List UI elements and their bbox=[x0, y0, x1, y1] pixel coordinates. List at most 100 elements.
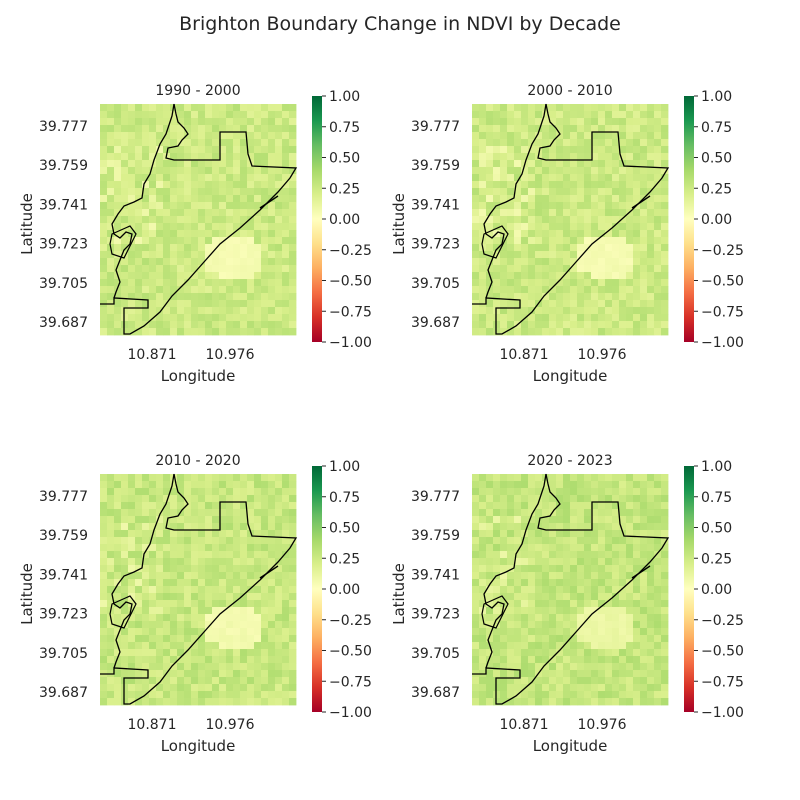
heatmap-cell bbox=[261, 642, 269, 650]
heatmap-cell bbox=[289, 607, 297, 615]
heatmap-cell bbox=[226, 307, 234, 315]
heatmap-cell bbox=[591, 537, 599, 545]
heatmap-cell bbox=[556, 663, 564, 671]
heatmap-cell bbox=[521, 663, 529, 671]
heatmap-cell bbox=[591, 328, 599, 336]
heatmap-cell bbox=[135, 160, 143, 168]
heatmap-cell bbox=[486, 565, 494, 573]
heatmap-cell bbox=[107, 509, 115, 517]
heatmap-cell bbox=[289, 670, 297, 678]
heatmap-cell bbox=[563, 181, 571, 189]
heatmap-cell bbox=[626, 237, 634, 245]
heatmap-cell bbox=[640, 488, 648, 496]
heatmap-cell bbox=[205, 593, 213, 601]
heatmap-cell bbox=[184, 523, 192, 531]
heatmap-cell bbox=[528, 551, 536, 559]
heatmap-cell bbox=[479, 635, 487, 643]
heatmap-cell bbox=[240, 125, 248, 133]
heatmap-cell bbox=[142, 495, 150, 503]
heatmap-cell bbox=[128, 628, 136, 636]
heatmap-cell bbox=[268, 607, 276, 615]
heatmap-cell bbox=[268, 495, 276, 503]
heatmap-cell bbox=[640, 691, 648, 699]
heatmap-cell bbox=[135, 265, 143, 273]
heatmap-cell bbox=[577, 209, 585, 217]
heatmap-cell bbox=[591, 293, 599, 301]
heatmap-cell bbox=[479, 146, 487, 154]
heatmap-cell bbox=[528, 691, 536, 699]
heatmap-cell bbox=[156, 607, 164, 615]
heatmap-cell bbox=[654, 558, 662, 566]
heatmap-cell bbox=[507, 195, 515, 203]
heatmap-cell bbox=[156, 272, 164, 280]
heatmap-cell bbox=[275, 523, 283, 531]
heatmap-cell bbox=[605, 286, 613, 294]
heatmap-cell bbox=[514, 621, 522, 629]
heatmap-cell bbox=[114, 139, 122, 147]
heatmap-cell bbox=[486, 572, 494, 580]
heatmap-cell bbox=[205, 586, 213, 594]
heatmap-cell bbox=[472, 293, 480, 301]
heatmap-cell bbox=[261, 551, 269, 559]
heatmap-cell bbox=[184, 202, 192, 210]
heatmap-cell bbox=[605, 544, 613, 552]
heatmap-cell bbox=[163, 125, 171, 133]
colorbar-tick-label: −1.00 bbox=[329, 705, 372, 721]
heatmap-cell bbox=[184, 600, 192, 608]
heatmap-cell bbox=[198, 272, 206, 280]
heatmap-cell bbox=[114, 516, 122, 524]
heatmap-cell bbox=[661, 572, 669, 580]
heatmap-cell bbox=[254, 286, 262, 294]
heatmap-cell bbox=[605, 558, 613, 566]
heatmap-cell bbox=[156, 649, 164, 657]
heatmap-cell bbox=[247, 509, 255, 517]
heatmap-cell bbox=[598, 593, 606, 601]
heatmap-cell bbox=[549, 607, 557, 615]
heatmap-cell bbox=[184, 307, 192, 315]
heatmap-cell bbox=[107, 537, 115, 545]
heatmap-cell bbox=[205, 160, 213, 168]
heatmap-cell bbox=[514, 677, 522, 685]
heatmap-cell bbox=[247, 251, 255, 259]
heatmap-cell bbox=[479, 111, 487, 119]
heatmap-cell bbox=[268, 258, 276, 266]
heatmap-cell bbox=[142, 502, 150, 510]
heatmap-cell bbox=[247, 174, 255, 182]
heatmap-cell bbox=[535, 502, 543, 510]
heatmap-cell bbox=[191, 635, 199, 643]
heatmap-cell bbox=[191, 174, 199, 182]
heatmap-cell bbox=[633, 558, 641, 566]
heatmap-cell bbox=[177, 279, 185, 287]
heatmap-cell bbox=[577, 146, 585, 154]
heatmap-cell bbox=[661, 607, 669, 615]
heatmap-cell bbox=[121, 272, 129, 280]
heatmap-cell bbox=[107, 488, 115, 496]
heatmap-cell bbox=[654, 314, 662, 322]
heatmap-cell bbox=[605, 139, 613, 147]
heatmap-cell bbox=[500, 111, 508, 119]
heatmap-cell bbox=[626, 195, 634, 203]
heatmap-cell bbox=[149, 516, 157, 524]
heatmap-cell bbox=[535, 272, 543, 280]
heatmap-cell bbox=[121, 593, 129, 601]
heatmap-cell bbox=[563, 230, 571, 238]
heatmap-cell bbox=[240, 593, 248, 601]
heatmap-cell bbox=[514, 516, 522, 524]
heatmap-cell bbox=[619, 139, 627, 147]
heatmap-cell bbox=[177, 209, 185, 217]
heatmap-cell bbox=[563, 579, 571, 587]
heatmap-cell bbox=[591, 530, 599, 538]
heatmap-cell bbox=[514, 600, 522, 608]
heatmap-cell bbox=[542, 328, 550, 336]
heatmap-cell bbox=[198, 223, 206, 231]
heatmap-cell bbox=[100, 258, 108, 266]
heatmap-cell bbox=[226, 565, 234, 573]
heatmap-cell bbox=[156, 530, 164, 538]
heatmap-cell bbox=[156, 691, 164, 699]
heatmap-cell bbox=[205, 481, 213, 489]
heatmap-cell bbox=[598, 565, 606, 573]
heatmap-cell bbox=[584, 160, 592, 168]
heatmap-cell bbox=[647, 216, 655, 224]
heatmap-cell bbox=[612, 188, 620, 196]
heatmap-cell bbox=[570, 188, 578, 196]
